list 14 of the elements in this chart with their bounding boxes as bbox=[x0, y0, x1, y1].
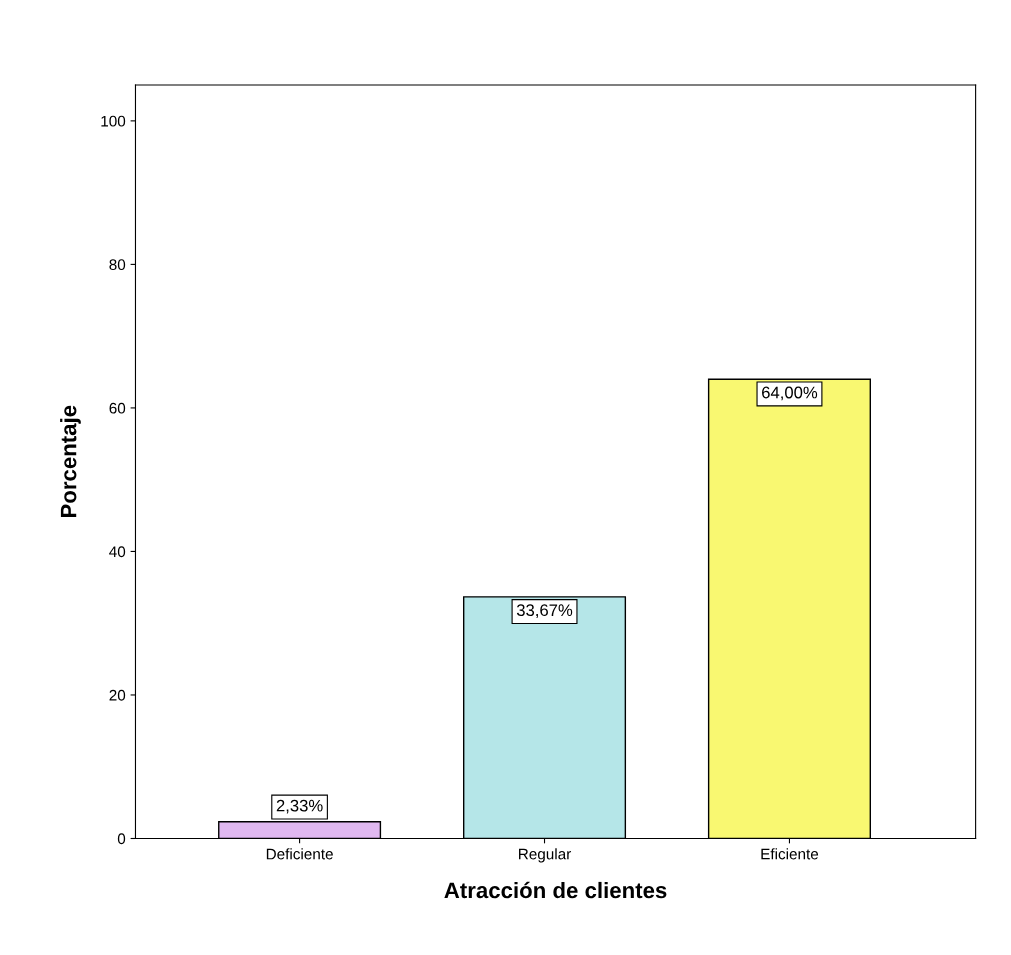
x-tick-label: Regular bbox=[519, 848, 572, 863]
y-tick-label: 40 bbox=[109, 546, 126, 558]
data-label: 64,00% bbox=[762, 386, 818, 401]
x-tick-label: Deficiente bbox=[266, 848, 333, 860]
y-tick-label: 60 bbox=[109, 402, 126, 414]
data-label: 2,33% bbox=[276, 799, 323, 814]
y-axis-title: Porcentaje bbox=[60, 405, 81, 518]
y-tick-label: 20 bbox=[109, 689, 126, 701]
y-tick-label: 100 bbox=[101, 115, 126, 127]
y-tick-label: 80 bbox=[109, 259, 126, 271]
y-tick-label: 0 bbox=[117, 833, 126, 845]
data-label: 33,67% bbox=[516, 604, 573, 619]
x-tick-label: Eficiente bbox=[761, 848, 819, 860]
x-axis-title: Atracción de clientes bbox=[444, 881, 667, 899]
